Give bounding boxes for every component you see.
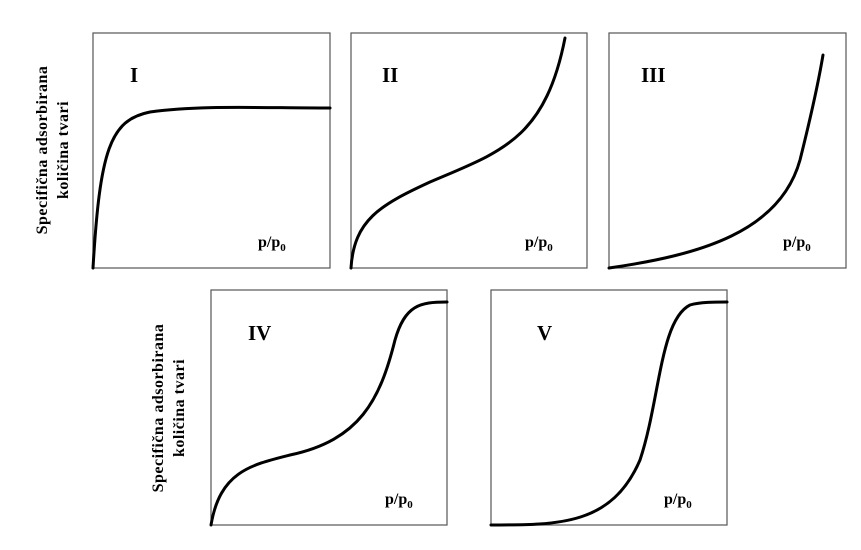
isotherm-curve bbox=[489, 300, 729, 527]
x-axis-label: p/p0 bbox=[783, 234, 811, 254]
x-label-text: p/p bbox=[385, 491, 407, 508]
x-label-sub: 0 bbox=[547, 242, 553, 254]
y-axis-label: količina tvari bbox=[55, 101, 72, 199]
panel-frame bbox=[92, 32, 331, 269]
panel-label: I bbox=[130, 63, 138, 87]
x-axis-label: p/p0 bbox=[385, 491, 413, 511]
y-axis-label: Specifična adsorbirana bbox=[34, 66, 51, 235]
panel-frame bbox=[210, 289, 448, 526]
isotherm-curve bbox=[607, 53, 825, 270]
panel-label: IV bbox=[248, 321, 271, 345]
panel-label: III bbox=[641, 63, 666, 87]
x-label-text: p/p bbox=[664, 491, 686, 508]
panel-label: V bbox=[537, 321, 552, 345]
isotherm-curve bbox=[209, 300, 449, 527]
y-axis-label: količina tvari bbox=[171, 359, 188, 457]
x-label-sub: 0 bbox=[686, 499, 692, 511]
panel-frame bbox=[350, 32, 588, 269]
x-label-text: p/p bbox=[783, 234, 805, 251]
y-axis-label: Specifična adsorbirana bbox=[150, 324, 167, 493]
isotherm-curve bbox=[349, 36, 567, 270]
x-axis-label: p/p0 bbox=[525, 234, 553, 254]
panel-frame bbox=[608, 32, 847, 269]
x-label-sub: 0 bbox=[805, 242, 811, 254]
x-label-text: p/p bbox=[258, 234, 280, 251]
x-label-text: p/p bbox=[525, 234, 547, 251]
isotherm-curve bbox=[91, 105, 332, 270]
x-axis-label: p/p0 bbox=[258, 234, 286, 254]
panel-frame bbox=[490, 289, 728, 526]
panel-label: II bbox=[382, 63, 398, 87]
x-label-sub: 0 bbox=[280, 242, 286, 254]
x-axis-label: p/p0 bbox=[664, 491, 692, 511]
x-label-sub: 0 bbox=[407, 499, 413, 511]
